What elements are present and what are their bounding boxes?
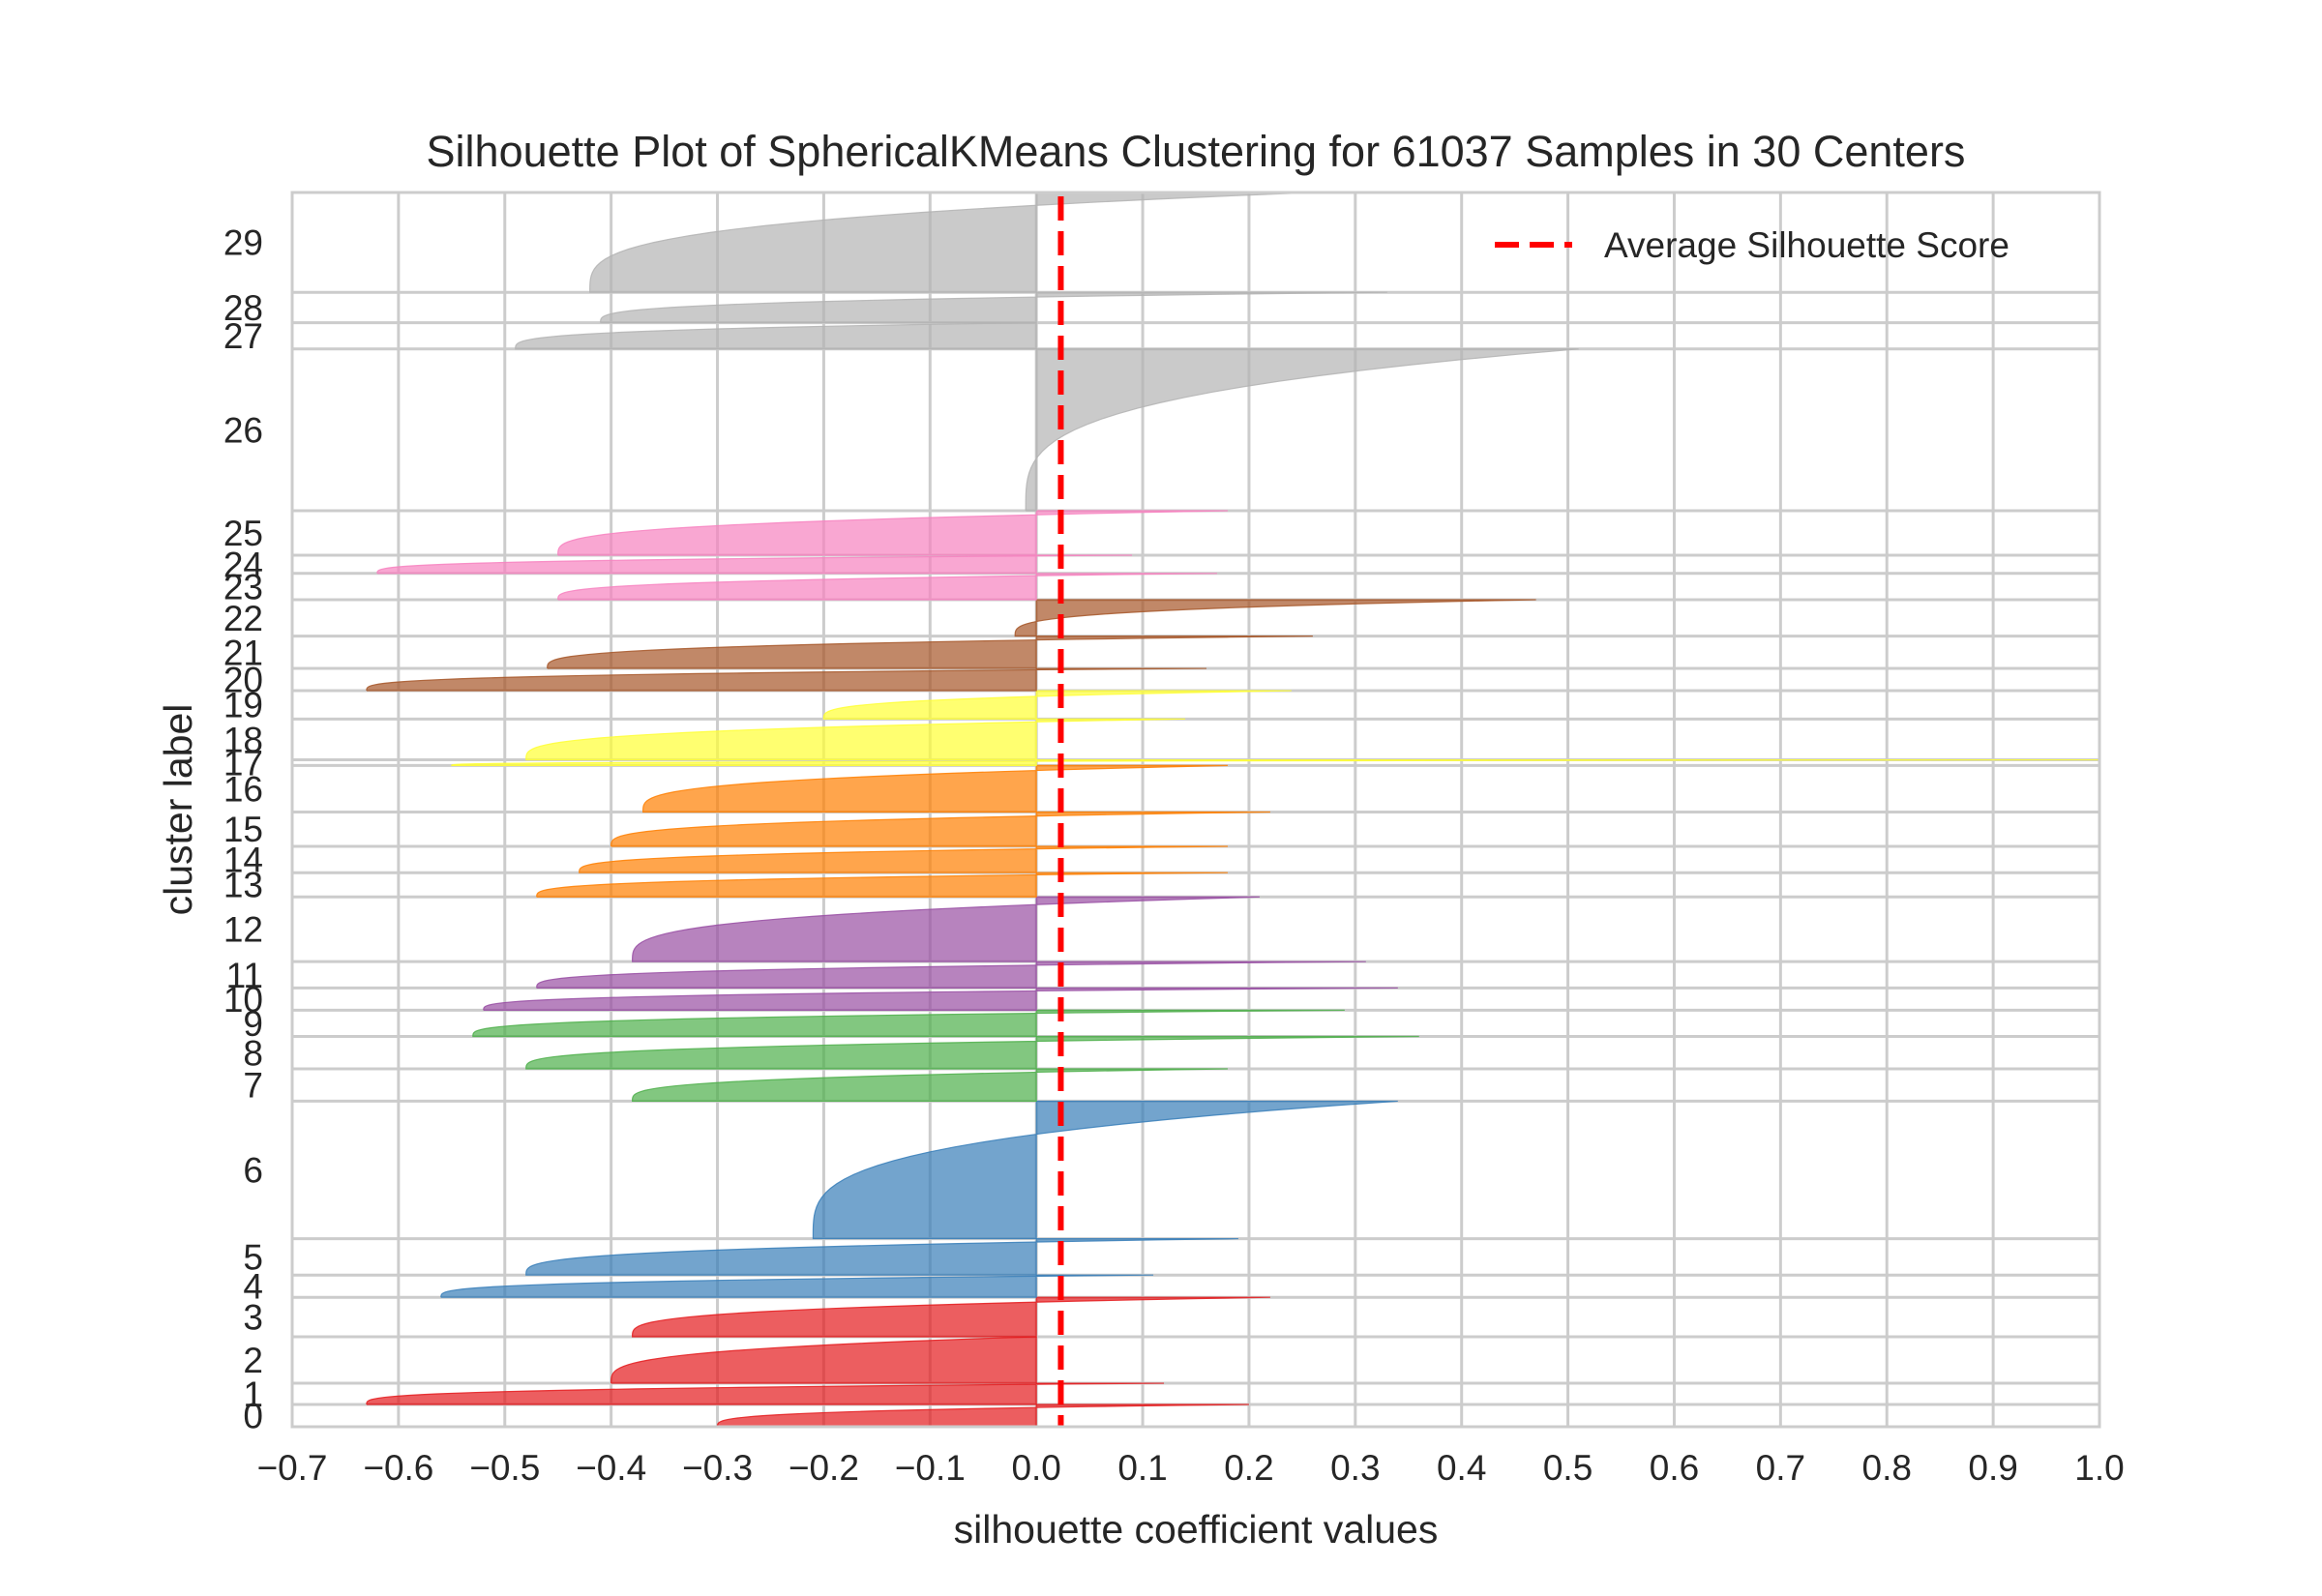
y-tick-label: 25 <box>223 514 263 553</box>
legend: Average Silhouette Score <box>1495 225 2009 265</box>
y-tick-label: 17 <box>223 743 263 783</box>
cluster-silhouette <box>610 811 1270 847</box>
cluster-silhouette <box>642 764 1228 813</box>
y-tick-label: 20 <box>223 661 263 700</box>
x-tick-label: −0.5 <box>469 1448 540 1488</box>
y-tick-label: 24 <box>223 545 263 584</box>
x-tick-label: 0.2 <box>1224 1448 1273 1488</box>
x-tick-label: 0.6 <box>1650 1448 1699 1488</box>
x-tick-label: 0.3 <box>1330 1448 1380 1488</box>
y-tick-label: 19 <box>223 686 263 725</box>
y-axis-title: cluster label <box>156 704 200 916</box>
cluster-silhouette <box>600 291 1387 324</box>
cluster-silhouette <box>525 718 1186 761</box>
x-tick-label: −0.2 <box>789 1448 859 1488</box>
x-tick-label: −0.7 <box>256 1448 327 1488</box>
y-tick-label: 11 <box>226 956 263 995</box>
y-tick-label: 29 <box>223 223 263 263</box>
cluster-silhouette <box>557 510 1228 556</box>
y-tick-label: 15 <box>223 810 263 849</box>
y-tick-label: 0 <box>243 1397 263 1436</box>
cluster-silhouette <box>1014 599 1536 637</box>
cluster-silhouette <box>822 690 1292 720</box>
cluster-silhouette <box>376 554 1133 575</box>
y-tick-label: 10 <box>223 980 263 1020</box>
cluster-silhouette <box>1025 348 1579 512</box>
x-tick-label: 0.4 <box>1437 1448 1486 1488</box>
axes-frame <box>290 191 2101 1429</box>
cluster-silhouette <box>632 1068 1228 1103</box>
y-tick-label: 16 <box>223 769 263 809</box>
x-axis-title: silhouette coefficient values <box>954 1507 1439 1552</box>
y-tick-label: 23 <box>223 567 263 606</box>
y-tick-label: 8 <box>243 1033 263 1073</box>
cluster-silhouette <box>515 321 1037 350</box>
cluster-silhouette <box>716 1404 1249 1428</box>
x-tick-label: 0.1 <box>1117 1448 1167 1488</box>
y-tick-label: 14 <box>223 841 263 880</box>
y-tick-label: 21 <box>223 633 263 672</box>
y-tick-label: 6 <box>243 1151 263 1191</box>
x-tick-label: 0.7 <box>1756 1448 1805 1488</box>
cluster-silhouette <box>589 192 1313 293</box>
y-tick-label: 12 <box>223 910 263 950</box>
y-tick-label: 28 <box>223 288 263 328</box>
x-tick-label: 0.5 <box>1543 1448 1593 1488</box>
x-tick-label: −0.4 <box>576 1448 646 1488</box>
cluster-silhouette <box>632 896 1260 962</box>
legend-label: Average Silhouette Score <box>1604 225 2009 265</box>
y-tick-label: 22 <box>223 599 263 638</box>
cluster-silhouette <box>632 1296 1270 1338</box>
cluster-silhouette <box>536 872 1228 898</box>
x-tick-label: 0.9 <box>1968 1448 2017 1488</box>
y-tick-label: 7 <box>243 1066 263 1106</box>
y-tick-label: 3 <box>243 1298 263 1338</box>
y-tick-label: 1 <box>243 1374 263 1414</box>
x-tick-label: 0.0 <box>1011 1448 1060 1488</box>
y-tick-label: 27 <box>223 316 263 356</box>
y-tick-label: 9 <box>243 1004 263 1044</box>
cluster-silhouette <box>557 573 1217 601</box>
y-tick-label: 4 <box>243 1267 263 1307</box>
cluster-silhouette <box>483 987 1398 1011</box>
cluster-silhouette <box>440 1274 1154 1298</box>
cluster-silhouette <box>472 1009 1345 1038</box>
y-tick-label: 2 <box>243 1341 263 1380</box>
y-tick-label: 13 <box>223 866 263 905</box>
cluster-silhouette <box>525 1035 1419 1070</box>
cluster-silhouettes <box>366 192 2100 1428</box>
cluster-silhouette <box>366 667 1206 692</box>
cluster-silhouette <box>451 758 2100 766</box>
x-tick-label: 1.0 <box>2074 1448 2124 1488</box>
y-tick-label: 5 <box>243 1237 263 1277</box>
x-tick-labels: −0.7 −0.6 −0.5 −0.4 −0.3 −0.2 −0.1 0.0 0.1 0.2 0.3… <box>256 1448 2124 1488</box>
x-tick-label: 0.8 <box>1862 1448 1912 1488</box>
cluster-silhouette <box>366 1382 1165 1405</box>
cluster-silhouette <box>812 1100 1398 1240</box>
x-tick-label: −0.3 <box>682 1448 753 1488</box>
cluster-silhouette <box>579 845 1228 873</box>
y-tick-labels: 0123456789101112131415161718192021222324… <box>223 223 263 1436</box>
y-tick-label: 18 <box>223 720 263 759</box>
x-tick-label: −0.1 <box>895 1448 966 1488</box>
x-tick-label: −0.6 <box>363 1448 433 1488</box>
cluster-silhouette <box>547 635 1313 669</box>
cluster-silhouette <box>525 1237 1238 1276</box>
y-tick-label: 26 <box>223 410 263 450</box>
cluster-silhouette <box>610 1336 1037 1384</box>
chart-title: Silhouette Plot of SphericalKMeans Clust… <box>427 127 1966 176</box>
axes-background <box>292 192 2099 1427</box>
